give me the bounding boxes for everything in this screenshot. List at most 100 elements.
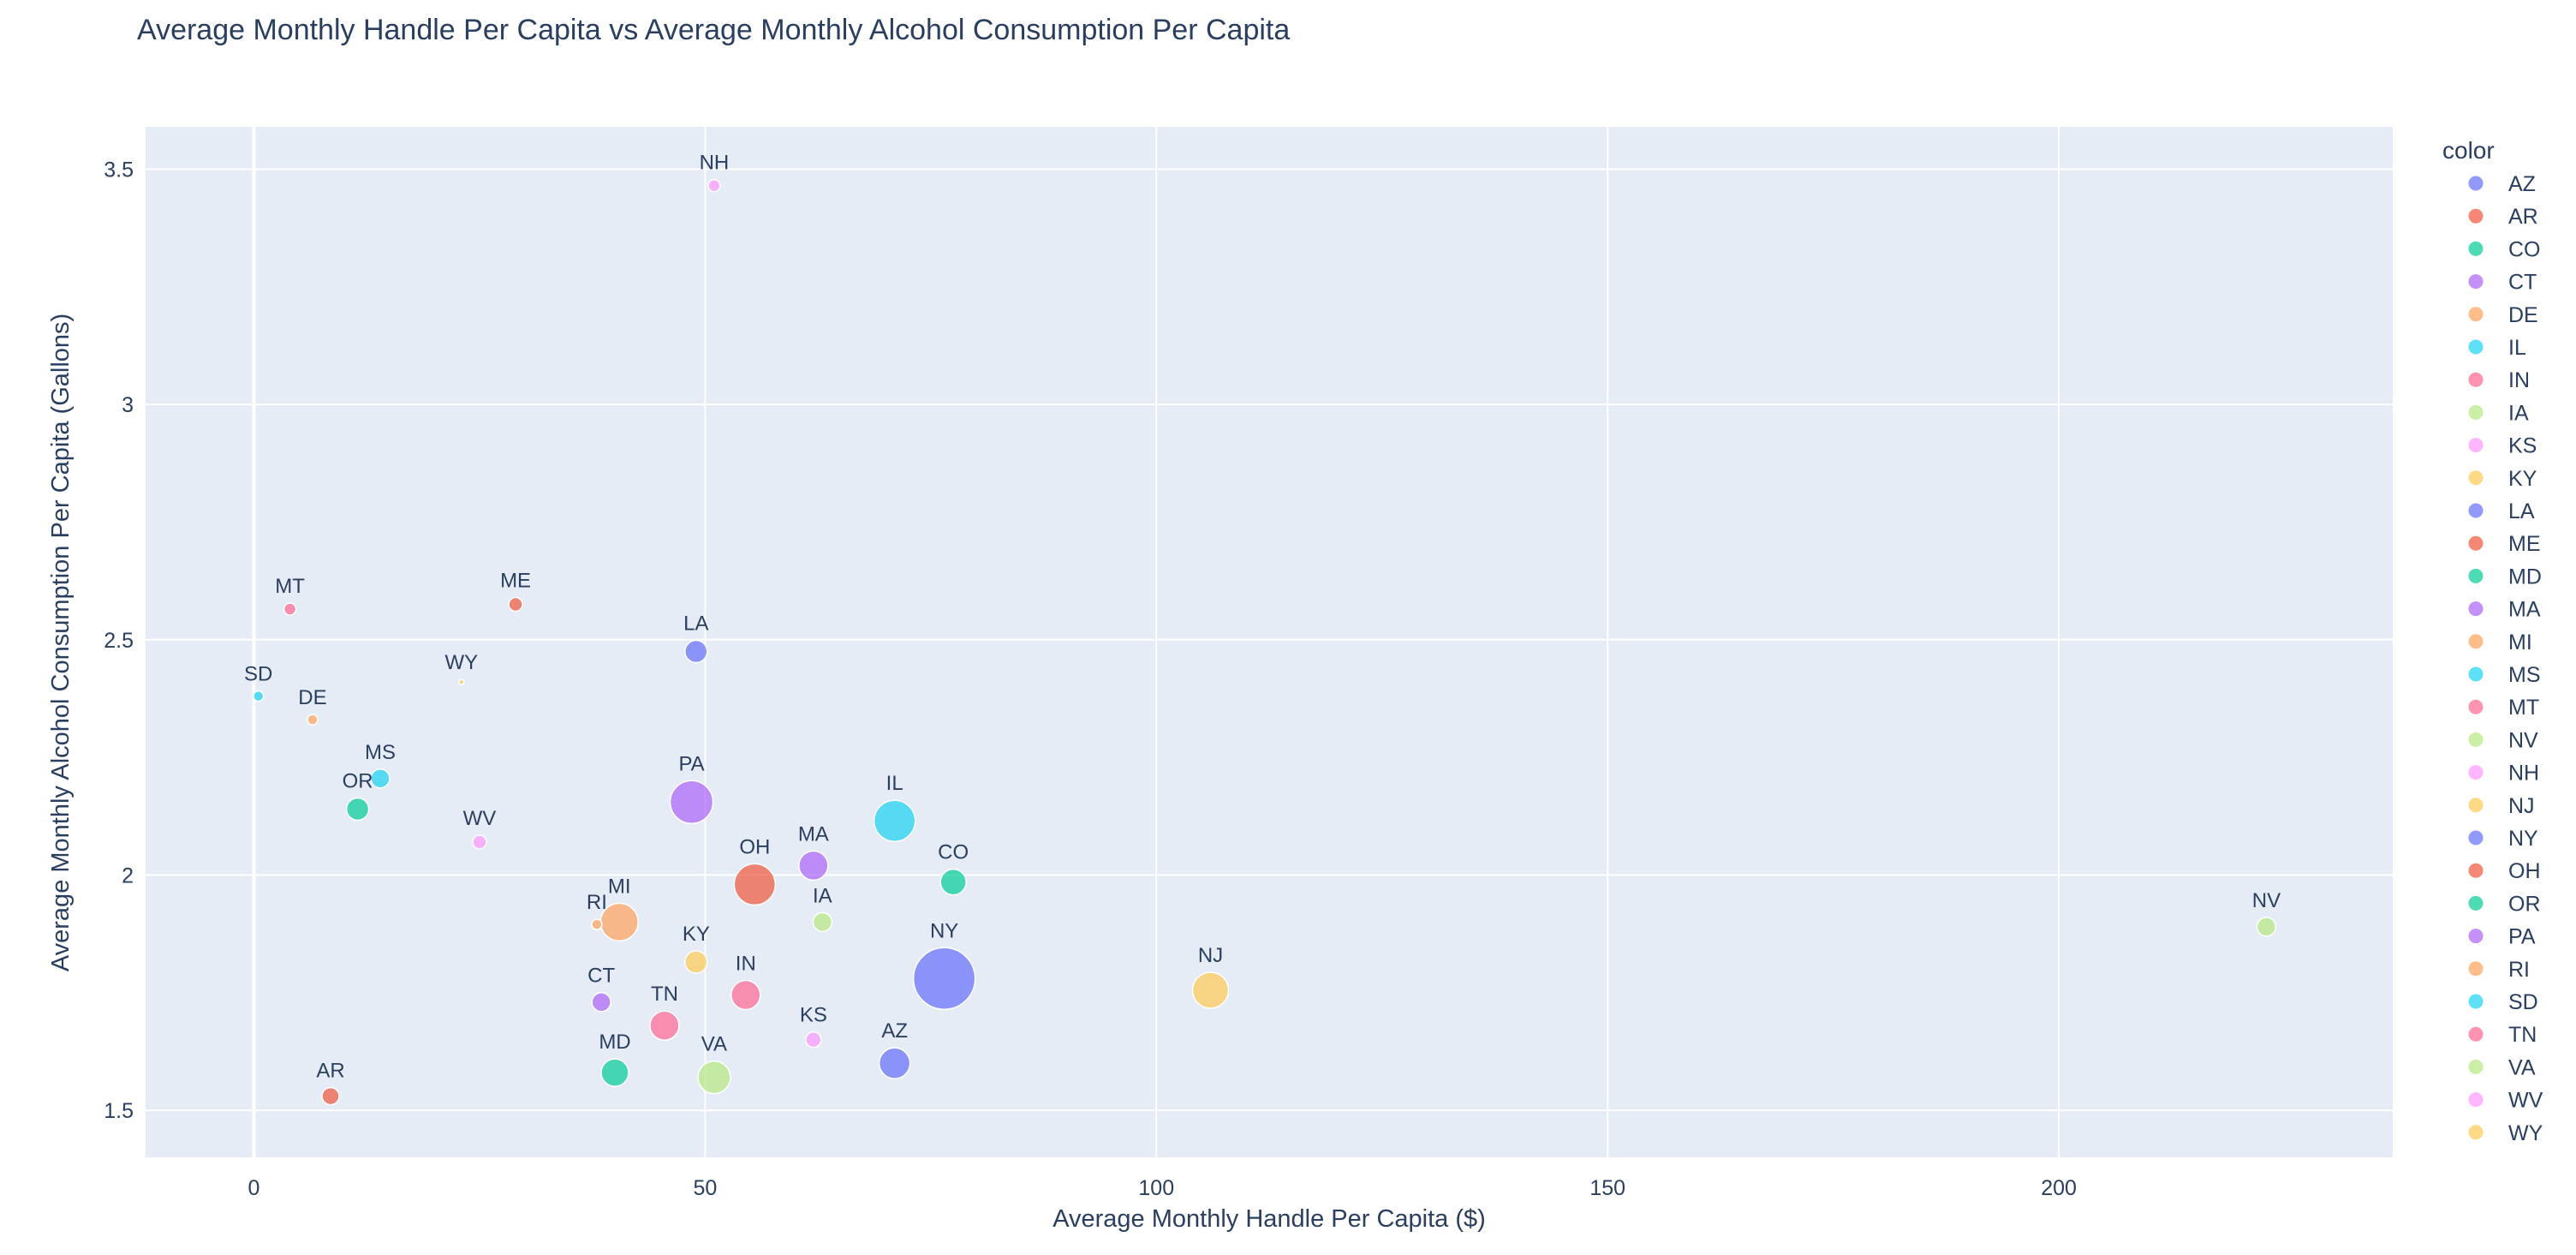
x-tick-label: 50 [693, 1176, 717, 1200]
point-label-md: MD [599, 1031, 630, 1054]
point-label-la: LA [683, 612, 708, 635]
point-label-ky: KY [683, 923, 710, 946]
legend-marker-az [2467, 175, 2484, 192]
legend-marker-wv [2467, 1091, 2484, 1109]
chart-title: Average Monthly Handle Per Capita vs Ave… [137, 14, 1290, 46]
legend-label-in: IN [2508, 368, 2530, 392]
legend-marker-tn [2467, 1025, 2484, 1043]
point-label-co: CO [938, 841, 969, 864]
legend-label-ri: RI [2508, 958, 2530, 982]
point-label-oh: OH [739, 835, 770, 858]
y-tick-label: 3 [122, 393, 134, 417]
point-label-ms: MS [365, 741, 396, 764]
legend-label-me: ME [2508, 532, 2541, 556]
legend-marker-nh [2467, 764, 2484, 781]
legend-label-md: MD [2508, 565, 2542, 589]
legend-label-pa: PA [2508, 925, 2536, 949]
data-point-ky [684, 950, 708, 974]
point-label-wv: WV [463, 807, 497, 830]
data-point-co [939, 868, 967, 896]
data-point-me [508, 596, 523, 613]
point-label-ct: CT [587, 965, 615, 988]
legend-label-sd: SD [2508, 990, 2538, 1014]
data-point-pa [669, 780, 714, 825]
legend-marker-ri [2467, 960, 2484, 977]
legend-marker-sd [2467, 993, 2484, 1010]
legend-label-ks: KS [2508, 434, 2537, 458]
point-label-tn: TN [651, 983, 678, 1006]
legend-marker-la [2467, 502, 2484, 519]
legend-label-oh: OH [2508, 859, 2541, 883]
data-point-tn [649, 1010, 680, 1041]
data-point-il [873, 799, 916, 842]
data-point-wv [472, 834, 487, 850]
data-point-de [307, 714, 319, 726]
y-tick-label: 1.5 [104, 1099, 134, 1123]
legend-label-ma: MA [2508, 598, 2541, 622]
point-label-ks: KS [800, 1004, 827, 1027]
legend-marker-in [2467, 371, 2484, 388]
data-point-ri [591, 918, 603, 930]
point-label-sd: SD [244, 663, 272, 686]
y-axis-ticks: 1.5 2 2.5 3 3.5 [104, 158, 134, 1123]
legend-label-la: LA [2508, 499, 2535, 523]
point-label-va: VA [701, 1033, 727, 1056]
legend-label-az: AZ [2508, 172, 2536, 196]
data-point-ia [812, 911, 833, 933]
legend-marker-nv [2467, 731, 2484, 748]
point-label-az: AZ [881, 1019, 908, 1043]
data-point-va [697, 1060, 731, 1095]
legend-label-ny: NY [2508, 827, 2538, 851]
legend-marker-ms [2467, 666, 2484, 683]
legend-label-ar: AR [2508, 205, 2538, 229]
legend-label-ms: MS [2508, 663, 2541, 687]
data-point-az [878, 1047, 911, 1079]
data-point-ny [912, 947, 976, 1011]
point-label-in: IN [736, 952, 756, 975]
data-point-nh [707, 178, 721, 193]
legend-marker-mi [2467, 633, 2484, 650]
legend-label-mi: MI [2508, 630, 2532, 654]
legend-marker-ia [2467, 403, 2484, 421]
legend-marker-il [2467, 338, 2484, 356]
legend-marker-me [2467, 535, 2484, 552]
data-point-ma [798, 850, 829, 881]
grid-lines [146, 127, 2393, 1157]
legend-marker-mt [2467, 698, 2484, 715]
legend-marker-ks [2467, 437, 2484, 454]
legend-label-wv: WV [2508, 1089, 2543, 1113]
point-label-wy: WY [444, 651, 478, 674]
legend-label-nv: NV [2508, 728, 2538, 752]
legend-marker-ct [2467, 273, 2484, 290]
y-axis-title: Average Monthly Alcohol Consumption Per … [47, 314, 75, 971]
x-tick-label: 200 [2041, 1176, 2077, 1200]
data-point-ar [321, 1086, 340, 1106]
point-label-pa: PA [678, 752, 704, 775]
legend-marker-va [2467, 1058, 2484, 1075]
data-points [252, 178, 2277, 1106]
legend-label-nh: NH [2508, 762, 2539, 786]
x-tick-label: 100 [1138, 1176, 1174, 1200]
data-point-oh [733, 863, 777, 906]
legend-marker-ma [2467, 601, 2484, 618]
data-point-wy [458, 678, 465, 685]
x-tick-label: 0 [248, 1176, 260, 1200]
data-point-ct [591, 991, 611, 1013]
legend-marker-or [2467, 894, 2484, 911]
legend-marker-md [2467, 567, 2484, 584]
point-label-ia: IA [813, 884, 832, 907]
legend-label-ky: KY [2508, 467, 2537, 491]
legend-marker-pa [2467, 928, 2484, 945]
legend-label-or: OR [2508, 892, 2541, 916]
point-label-or: OR [343, 770, 373, 793]
point-label-nv: NV [2252, 889, 2281, 912]
legend-title: color [2442, 137, 2495, 164]
point-label-mt: MT [275, 575, 305, 598]
legend-label-nj: NJ [2508, 794, 2535, 818]
point-label-nh: NH [700, 152, 730, 175]
legend-marker-de [2467, 306, 2484, 323]
legend: color AZ AR CO CT DE IL IN IA KS KY LA ME MD MA MI MS MT… [2442, 137, 2543, 1145]
